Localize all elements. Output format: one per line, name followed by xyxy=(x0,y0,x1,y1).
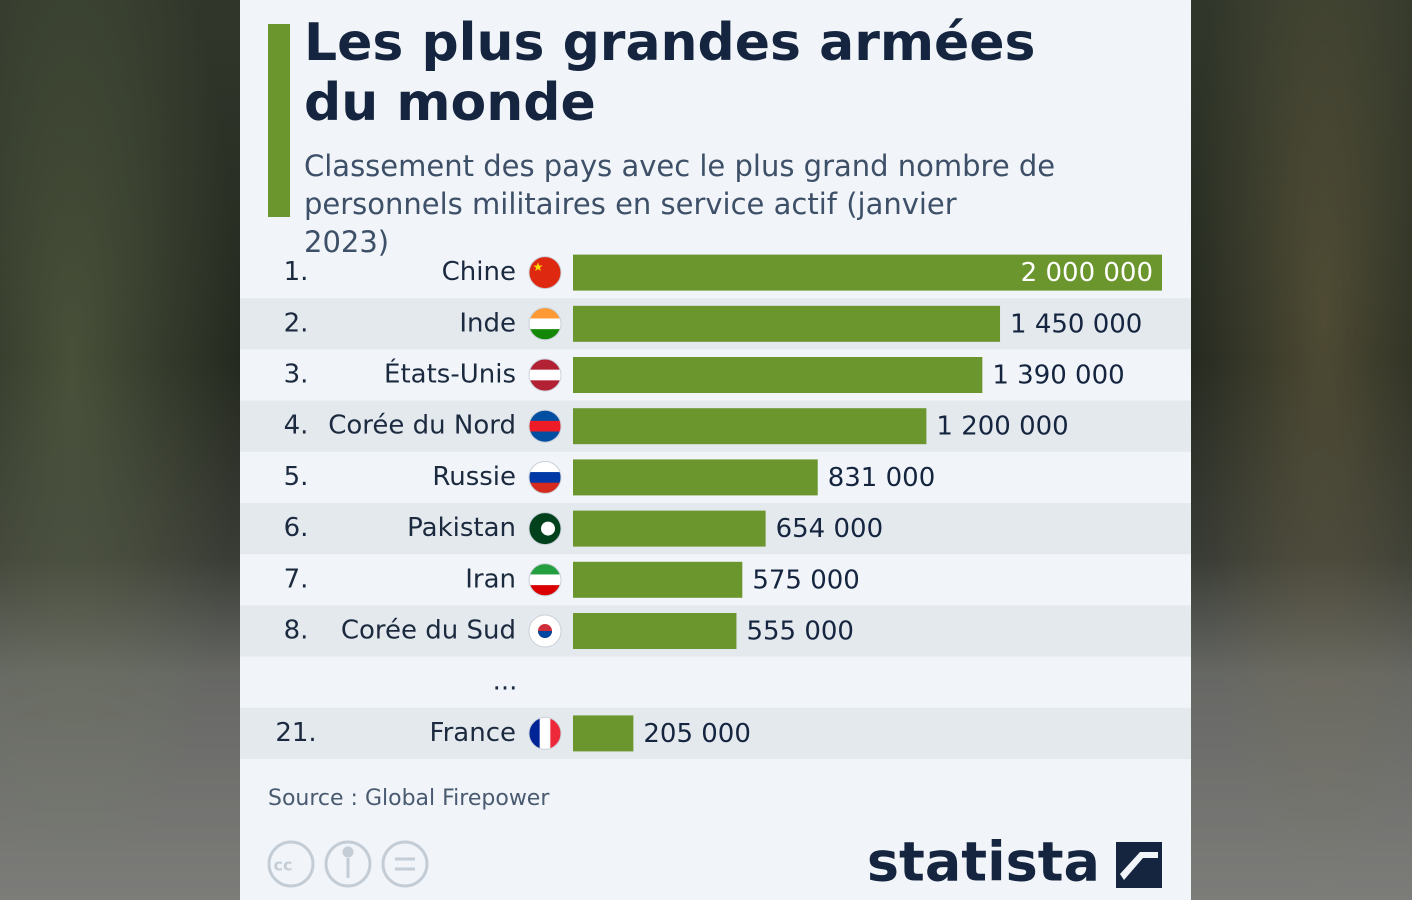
country-label: France xyxy=(430,718,516,748)
bar xyxy=(573,459,818,496)
flag-band xyxy=(529,277,561,289)
bar xyxy=(573,715,634,752)
rank: 8. xyxy=(284,616,309,646)
flag xyxy=(529,512,561,545)
rank: 1. xyxy=(284,257,309,287)
rank: 2. xyxy=(284,308,309,338)
flag-star: ★ xyxy=(533,260,544,274)
flag-band xyxy=(539,717,551,750)
bar xyxy=(573,561,743,598)
country-label: Corée du Sud xyxy=(341,616,516,646)
flag xyxy=(529,307,561,340)
rank: 6. xyxy=(284,513,309,543)
flag-band xyxy=(529,615,561,627)
country-label: États-Unis xyxy=(384,358,516,390)
flag-band xyxy=(529,574,561,586)
rank: 21. xyxy=(275,718,316,748)
bar xyxy=(573,613,737,649)
value-label: 205 000 xyxy=(643,719,751,749)
flag-band xyxy=(529,533,561,545)
flag-band xyxy=(529,585,561,596)
flag-band xyxy=(529,380,561,391)
flag-band xyxy=(529,420,561,433)
rank: 7. xyxy=(284,564,309,594)
flag-border xyxy=(528,460,562,494)
flag: ★ xyxy=(529,256,561,289)
rank: 5. xyxy=(284,462,309,492)
bar xyxy=(573,357,983,393)
license-icons xyxy=(267,840,429,888)
cc-icon-text: cc xyxy=(274,856,293,875)
flag-border xyxy=(528,614,562,648)
value-label: 1 390 000 xyxy=(992,361,1124,391)
flag-band xyxy=(529,256,561,268)
country-label: Pakistan xyxy=(407,513,516,543)
row-stripe xyxy=(240,707,1191,759)
country-label: Russie xyxy=(432,462,516,492)
brand: statista xyxy=(867,831,1100,894)
flag-emblem xyxy=(541,521,555,536)
flag-band xyxy=(529,369,561,381)
bar xyxy=(573,254,1162,291)
country-label: Iran xyxy=(465,564,516,594)
flag-band xyxy=(529,717,541,750)
flag xyxy=(529,563,561,596)
rank: 4. xyxy=(284,411,309,441)
value-label: 575 000 xyxy=(752,565,860,595)
flag-border xyxy=(528,512,562,546)
flag-band xyxy=(529,307,561,319)
flag xyxy=(529,717,561,750)
ellipsis: ... xyxy=(493,667,518,697)
value-label: 654 000 xyxy=(776,514,884,544)
value-label: 1 450 000 xyxy=(1010,309,1142,339)
value-label: 555 000 xyxy=(746,617,854,647)
value-label: 1 200 000 xyxy=(936,412,1068,442)
source: Source : Global Firepower xyxy=(268,786,550,811)
flag-band xyxy=(550,717,561,750)
value-label: 2 000 000 xyxy=(1021,258,1153,288)
flag-band xyxy=(529,267,561,279)
flag xyxy=(529,359,561,391)
flag xyxy=(529,615,561,647)
bar xyxy=(573,305,1001,342)
flag xyxy=(529,410,561,443)
bar xyxy=(573,510,766,547)
flag-band xyxy=(529,563,561,575)
flag-band xyxy=(529,636,561,647)
flag-emblem xyxy=(538,631,552,638)
flag-border xyxy=(528,256,562,290)
flag-border xyxy=(528,307,562,341)
flag-band xyxy=(529,359,561,371)
bar xyxy=(573,408,927,445)
rank: 3. xyxy=(284,360,309,390)
flag-band xyxy=(529,512,561,524)
flag-band xyxy=(529,472,561,484)
value-label: 831 000 xyxy=(828,463,936,493)
rows: 1. Chine ★ 2 000 000 2. Inde 1 450 000 3. États-… xyxy=(240,254,1191,759)
country-label: Inde xyxy=(459,308,516,338)
flag-border xyxy=(528,563,562,597)
flag-band xyxy=(529,482,561,494)
flag-border xyxy=(528,358,562,392)
country-label: Corée du Nord xyxy=(328,411,516,441)
flag-band xyxy=(529,329,561,340)
flag-band xyxy=(529,318,561,330)
flag-band xyxy=(529,461,561,473)
brand-logo xyxy=(1116,842,1162,888)
flag-band xyxy=(529,410,561,422)
flag-band xyxy=(529,431,561,443)
flag-border xyxy=(528,409,562,443)
accent-bar xyxy=(268,24,290,217)
flag xyxy=(529,461,561,494)
flag-border xyxy=(528,716,562,750)
chart-title: Les plus grandes armées du monde xyxy=(304,13,1036,133)
country-label: Chine xyxy=(442,257,516,287)
chart-subtitle: Classement des pays avec le plus grand n… xyxy=(304,149,1055,259)
